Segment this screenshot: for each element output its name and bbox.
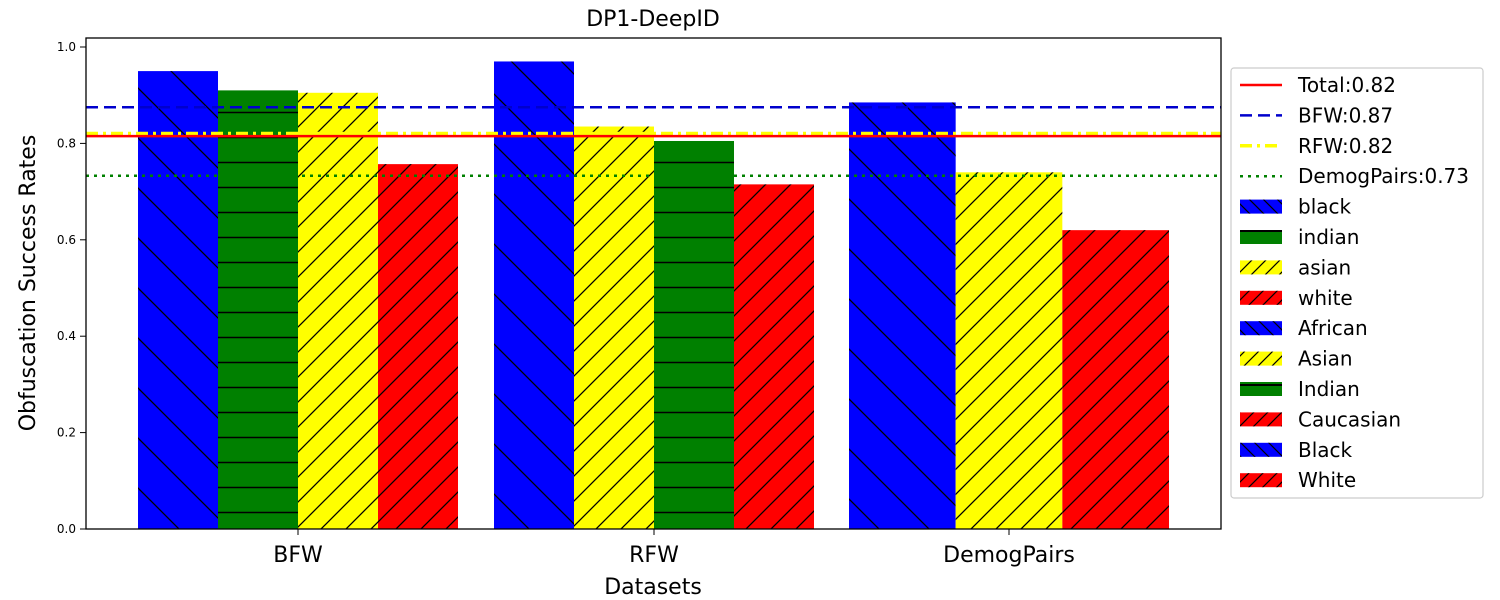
- legend-item: black: [1240, 195, 1352, 219]
- legend-item: white: [1240, 286, 1353, 310]
- legend-label: Black: [1298, 438, 1353, 462]
- legend-item: BFW:0.87: [1240, 103, 1393, 127]
- y-tick-label: 0.6: [57, 233, 76, 247]
- x-tick-label: RFW: [629, 543, 679, 568]
- legend-patch-hatch: [1240, 199, 1282, 214]
- legend-patch-hatch: [1240, 473, 1282, 488]
- legend-item: RFW:0.82: [1240, 134, 1393, 158]
- legend-patch-hatch: [1240, 382, 1282, 396]
- bar-hatch-demogpairs-white: [1062, 230, 1169, 529]
- legend-label: DemogPairs:0.73: [1298, 164, 1469, 188]
- legend-label: Caucasian: [1298, 407, 1401, 431]
- legend-label: RFW:0.82: [1298, 134, 1393, 158]
- bar-hatch-demogpairs-black: [849, 102, 956, 530]
- legend-item: asian: [1240, 255, 1351, 279]
- legend-patch-hatch: [1240, 351, 1282, 366]
- bar-hatch-rfw-asian: [574, 126, 654, 529]
- bar-hatch-rfw-african: [494, 61, 574, 530]
- legend-label: African: [1298, 316, 1368, 340]
- legend-patch-hatch: [1240, 321, 1282, 336]
- bar-hatch-rfw-caucasian: [734, 184, 814, 529]
- legend: Total:0.82 BFW:0.87 RFW:0.82 DemogPairs:0.7…: [1230, 67, 1484, 499]
- legend-patch-hatch: [1240, 260, 1282, 275]
- legend-item: Black: [1240, 438, 1353, 462]
- legend-item: Indian: [1240, 377, 1360, 401]
- legend-label: indian: [1298, 225, 1359, 249]
- y-axis-title: Obfuscation Success Rates: [16, 135, 41, 432]
- legend-label: Indian: [1298, 377, 1360, 401]
- reference-lines-layer: [86, 106, 1221, 177]
- legend-label: Asian: [1298, 347, 1353, 371]
- bar-hatch-bfw-indian: [218, 90, 298, 529]
- legend-item: Asian: [1240, 347, 1353, 371]
- legend-frame: [1230, 67, 1484, 499]
- x-axis-title: Datasets: [604, 575, 702, 600]
- legend-label: BFW:0.87: [1298, 103, 1393, 127]
- x-axis: BFW RFW DemogPairs: [273, 529, 1075, 568]
- legend-patch-hatch: [1240, 290, 1282, 305]
- legend-label: Total:0.82: [1297, 73, 1396, 97]
- y-tick-label: 0.0: [57, 522, 76, 536]
- bar-hatch-bfw-white: [378, 164, 458, 529]
- chart-title: DP1-DeepID: [586, 7, 720, 32]
- legend-label: asian: [1298, 255, 1351, 279]
- legend-label: black: [1298, 195, 1352, 219]
- legend-item: DemogPairs:0.73: [1240, 164, 1469, 188]
- legend-item: African: [1240, 316, 1368, 340]
- x-tick-label: BFW: [273, 543, 323, 568]
- legend-item: White: [1240, 468, 1356, 492]
- bar-hatch-bfw-asian: [298, 92, 378, 529]
- y-tick-label: 0.8: [57, 136, 76, 150]
- legend-label: white: [1298, 286, 1353, 310]
- legend-item: indian: [1240, 225, 1359, 249]
- legend-item: Caucasian: [1240, 407, 1401, 431]
- y-tick-label: 0.2: [57, 426, 76, 440]
- bar-hatch-bfw-black: [138, 71, 218, 529]
- x-tick-label: DemogPairs: [943, 543, 1075, 568]
- y-tick-label: 1.0: [57, 40, 76, 54]
- y-axis: 0.0 0.2 0.4 0.6 0.8 1.0: [57, 40, 86, 536]
- legend-item: Total:0.82: [1240, 73, 1396, 97]
- legend-patch-hatch: [1240, 442, 1282, 457]
- bar-hatch-demogpairs-asian: [955, 172, 1063, 529]
- legend-label: White: [1298, 468, 1356, 492]
- bar-hatch-rfw-indian: [654, 140, 734, 530]
- legend-patch-hatch: [1240, 412, 1282, 427]
- bars-layer: [138, 61, 1169, 530]
- y-tick-label: 0.4: [57, 329, 76, 343]
- legend-patch-hatch: [1240, 230, 1282, 244]
